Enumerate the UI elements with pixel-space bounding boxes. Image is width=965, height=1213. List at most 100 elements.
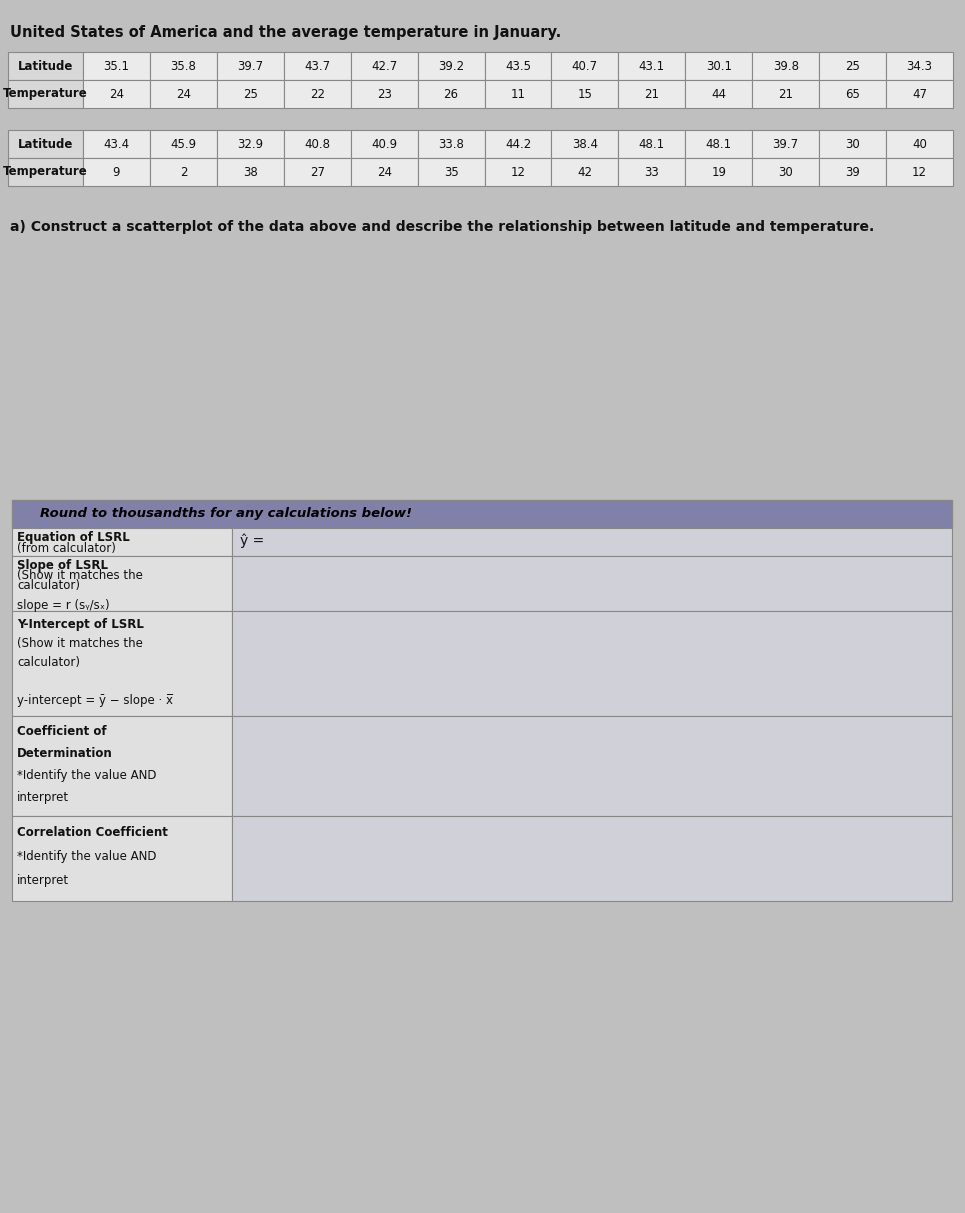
- Bar: [551, 52, 619, 80]
- Text: Equation of LSRL: Equation of LSRL: [17, 531, 129, 545]
- Text: interpret: interpret: [17, 875, 69, 887]
- Bar: [232, 716, 952, 816]
- Text: 39.8: 39.8: [773, 59, 799, 73]
- Text: 12: 12: [510, 165, 526, 178]
- Bar: [685, 80, 753, 108]
- Bar: [418, 52, 484, 80]
- Text: 11: 11: [510, 87, 526, 101]
- Bar: [83, 80, 150, 108]
- Text: Round to thousandths for any calculations below!: Round to thousandths for any calculation…: [41, 507, 412, 520]
- Bar: [350, 80, 418, 108]
- Bar: [217, 158, 284, 186]
- Text: 35.1: 35.1: [103, 59, 129, 73]
- Bar: [551, 130, 619, 158]
- Text: Latitude: Latitude: [17, 137, 73, 150]
- Text: 22: 22: [310, 87, 325, 101]
- Text: Slope of LSRL: Slope of LSRL: [17, 558, 108, 571]
- Text: 25: 25: [243, 87, 258, 101]
- Text: 42.7: 42.7: [371, 59, 398, 73]
- Text: 48.1: 48.1: [639, 137, 665, 150]
- Text: 44.2: 44.2: [505, 137, 531, 150]
- Bar: [685, 158, 753, 186]
- Text: 43.1: 43.1: [639, 59, 665, 73]
- Text: 35: 35: [444, 165, 458, 178]
- Text: 21: 21: [645, 87, 659, 101]
- Bar: [232, 611, 952, 716]
- Text: calculator): calculator): [17, 579, 80, 592]
- Bar: [685, 130, 753, 158]
- Bar: [83, 130, 150, 158]
- Bar: [8, 80, 83, 108]
- Bar: [619, 52, 685, 80]
- Bar: [8, 130, 83, 158]
- Text: *Identify the value AND: *Identify the value AND: [17, 850, 156, 862]
- Bar: [12, 611, 232, 716]
- Bar: [232, 528, 952, 556]
- Bar: [232, 556, 952, 611]
- Bar: [886, 130, 953, 158]
- Text: 39.2: 39.2: [438, 59, 464, 73]
- Text: 32.9: 32.9: [237, 137, 263, 150]
- Bar: [12, 500, 952, 528]
- Text: 35.8: 35.8: [171, 59, 196, 73]
- Text: Y-Intercept of LSRL: Y-Intercept of LSRL: [17, 619, 144, 631]
- Bar: [8, 158, 83, 186]
- Text: 12: 12: [912, 165, 927, 178]
- Text: 21: 21: [778, 87, 793, 101]
- Text: Temperature: Temperature: [3, 165, 88, 178]
- Text: 26: 26: [444, 87, 458, 101]
- Bar: [8, 52, 83, 80]
- Text: (Show it matches the: (Show it matches the: [17, 569, 143, 581]
- Bar: [484, 130, 551, 158]
- Text: y-intercept = ȳ − slope · x̅: y-intercept = ȳ − slope · x̅: [17, 694, 173, 707]
- Bar: [753, 130, 819, 158]
- Bar: [484, 158, 551, 186]
- Bar: [619, 130, 685, 158]
- Bar: [83, 158, 150, 186]
- Bar: [819, 80, 886, 108]
- Bar: [619, 158, 685, 186]
- Bar: [886, 158, 953, 186]
- Bar: [753, 158, 819, 186]
- Text: 40.7: 40.7: [572, 59, 598, 73]
- Text: 19: 19: [711, 165, 727, 178]
- Bar: [217, 52, 284, 80]
- Bar: [753, 52, 819, 80]
- Bar: [284, 158, 350, 186]
- Bar: [12, 556, 232, 611]
- Text: 30.1: 30.1: [705, 59, 731, 73]
- Text: 30: 30: [779, 165, 793, 178]
- Bar: [350, 52, 418, 80]
- Bar: [484, 80, 551, 108]
- Text: 39: 39: [845, 165, 860, 178]
- Bar: [12, 716, 232, 816]
- Text: 45.9: 45.9: [170, 137, 197, 150]
- Bar: [350, 130, 418, 158]
- Text: 38: 38: [243, 165, 258, 178]
- Text: (from calculator): (from calculator): [17, 542, 116, 556]
- Text: ŷ =: ŷ =: [240, 534, 264, 548]
- Bar: [232, 816, 952, 901]
- Text: interpret: interpret: [17, 791, 69, 804]
- Text: 38.4: 38.4: [572, 137, 598, 150]
- Bar: [551, 158, 619, 186]
- Bar: [150, 52, 217, 80]
- Bar: [619, 80, 685, 108]
- Bar: [819, 158, 886, 186]
- Text: 23: 23: [376, 87, 392, 101]
- Text: Latitude: Latitude: [17, 59, 73, 73]
- Text: 40.8: 40.8: [304, 137, 330, 150]
- Text: Coefficient of: Coefficient of: [17, 724, 106, 738]
- Text: 33.8: 33.8: [438, 137, 464, 150]
- Text: 43.4: 43.4: [103, 137, 129, 150]
- Text: calculator): calculator): [17, 656, 80, 670]
- Text: 15: 15: [577, 87, 593, 101]
- Text: 2: 2: [179, 165, 187, 178]
- Bar: [819, 130, 886, 158]
- Text: 39.7: 39.7: [237, 59, 263, 73]
- Bar: [551, 80, 619, 108]
- Text: 40: 40: [912, 137, 927, 150]
- Bar: [484, 52, 551, 80]
- Text: 34.3: 34.3: [906, 59, 932, 73]
- Text: slope = r (sᵧ/sₓ): slope = r (sᵧ/sₓ): [17, 598, 110, 611]
